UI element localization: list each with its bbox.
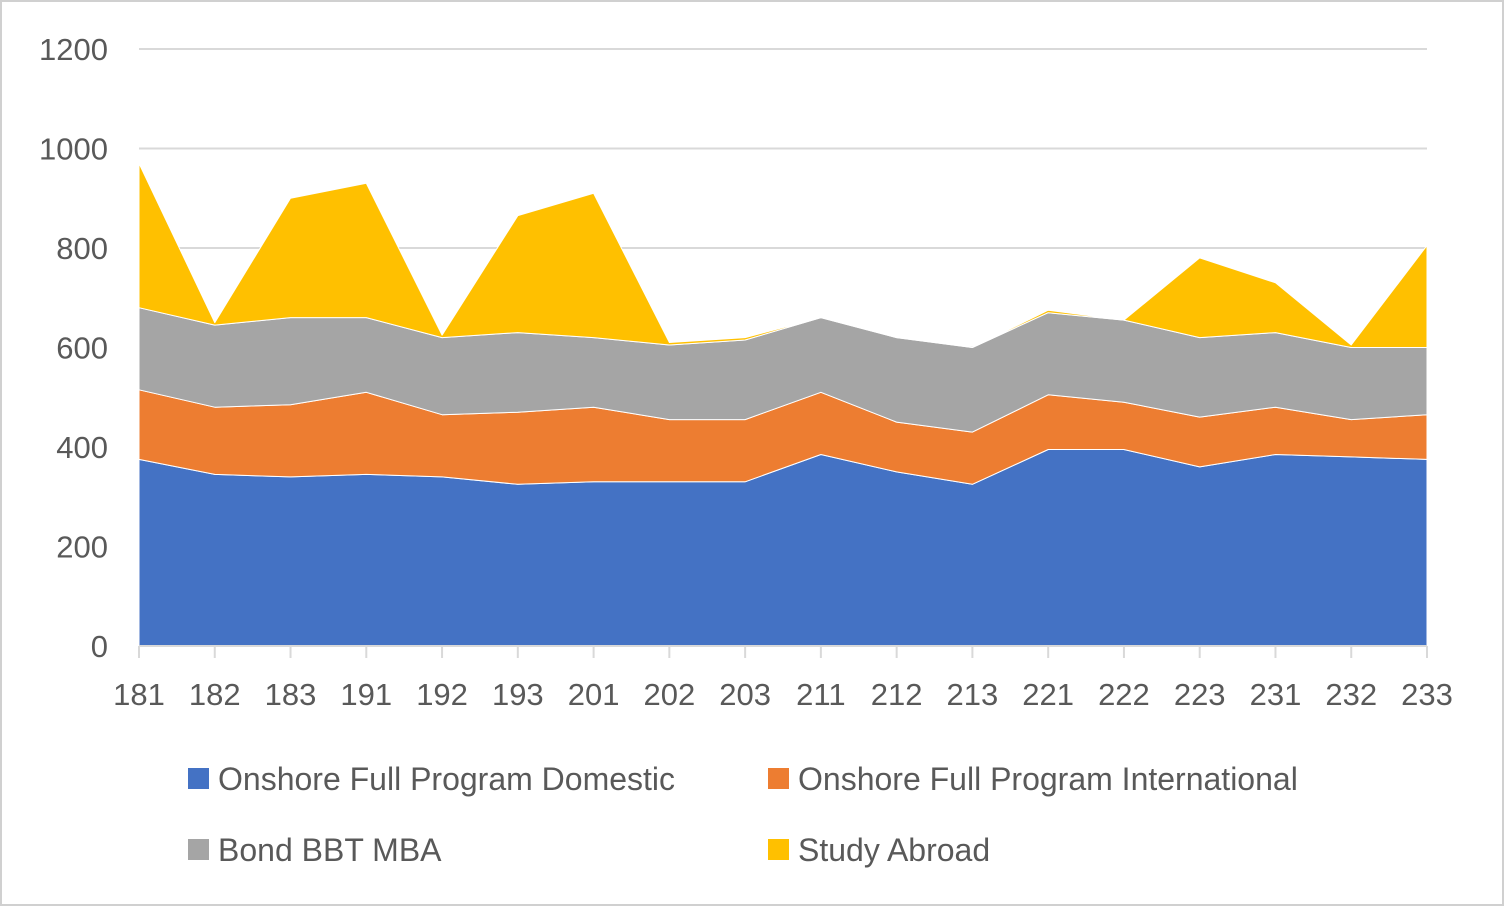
x-tick-label: 191	[340, 677, 392, 712]
y-tick-label: 0	[91, 629, 108, 664]
legend-item-2: Onshore Full Program International	[768, 761, 1298, 797]
legend-swatch	[768, 839, 789, 860]
legend-item-1: Onshore Full Program Domestic	[188, 761, 675, 797]
x-tick-label: 221	[1022, 677, 1074, 712]
legend-swatch	[188, 839, 209, 860]
legend-item-4: Study Abroad	[768, 832, 990, 868]
x-tick-label: 233	[1401, 677, 1453, 712]
x-tick-label: 222	[1098, 677, 1150, 712]
x-tick-label: 211	[796, 677, 845, 712]
legend-swatch	[188, 768, 209, 789]
x-tick-label: 201	[568, 677, 620, 712]
x-tick-label: 182	[189, 677, 241, 712]
x-tick-label: 202	[643, 677, 695, 712]
y-tick-label: 400	[56, 430, 108, 465]
legend-label: Onshore Full Program International	[798, 761, 1298, 797]
x-tick-label: 193	[492, 677, 544, 712]
x-tick-label: 203	[719, 677, 771, 712]
area-series-4	[138, 162, 1428, 348]
y-tick-label: 600	[56, 331, 108, 366]
legend-label: Onshore Full Program Domestic	[218, 761, 675, 797]
legend: Onshore Full Program Domestic Onshore Ful…	[188, 761, 1298, 868]
x-tick-label: 212	[871, 677, 923, 712]
y-tick-label: 200	[56, 530, 108, 565]
y-tick-label: 800	[56, 231, 108, 266]
x-tick-label: 181	[113, 677, 165, 712]
x-tick-label: 183	[265, 677, 317, 712]
legend-label: Study Abroad	[798, 832, 990, 868]
x-tick-label: 231	[1250, 677, 1302, 712]
y-tick-label: 1200	[39, 32, 108, 67]
x-tick-label: 192	[416, 677, 468, 712]
axes: 0 200 400 600 800 1000 1200 181 182 183 191 192 193 2…	[39, 32, 1453, 712]
area-series-1	[138, 449, 1428, 647]
y-tick-label: 1000	[39, 132, 108, 167]
series-areas	[138, 162, 1428, 647]
legend-item-3: Bond BBT MBA	[188, 832, 442, 868]
x-tick-label: 213	[947, 677, 999, 712]
x-tick-label: 223	[1174, 677, 1226, 712]
legend-swatch	[768, 768, 789, 789]
x-tick-label: 232	[1325, 677, 1377, 712]
legend-label: Bond BBT MBA	[218, 832, 442, 868]
